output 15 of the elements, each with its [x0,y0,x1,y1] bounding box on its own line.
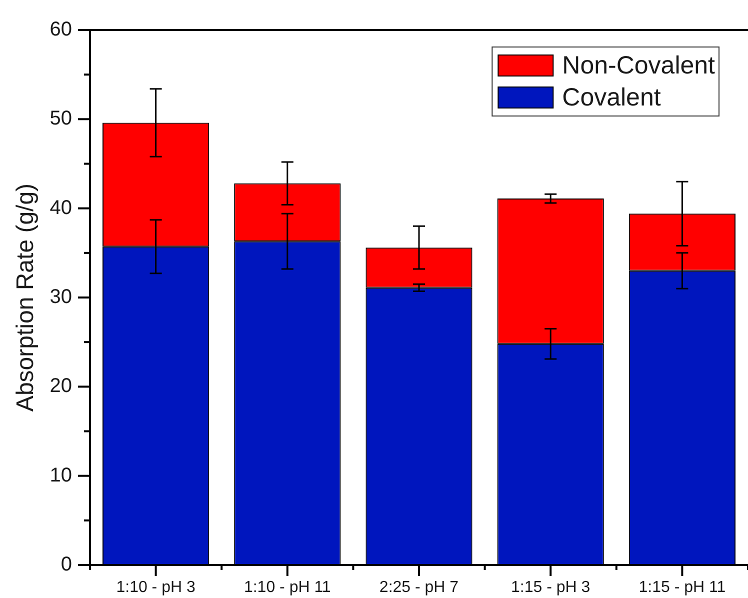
x-tick-label: 1:15 - pH 3 [511,579,590,596]
x-tick-label: 2:25 - pH 7 [379,579,459,596]
x-tick-label: 1:15 - pH 11 [638,579,726,596]
y-tick-label: 50 [50,108,72,130]
y-tick-label: 60 [50,18,72,41]
legend-label: Non-Covalent [562,51,716,80]
x-tick-label: 1:10 - pH 11 [244,579,331,596]
y-tick-label: 40 [50,196,72,219]
y-tick-label: 0 [60,554,72,576]
x-tick-label: 1:10 - pH 3 [116,579,196,596]
y-axis-title: Absorption Rate (g/g) [12,183,40,412]
y-tick-label: 30 [50,286,72,308]
legend-label: Covalent [562,83,661,112]
y-tick-label: 20 [50,375,72,398]
y-tick-label: 10 [50,464,72,486]
